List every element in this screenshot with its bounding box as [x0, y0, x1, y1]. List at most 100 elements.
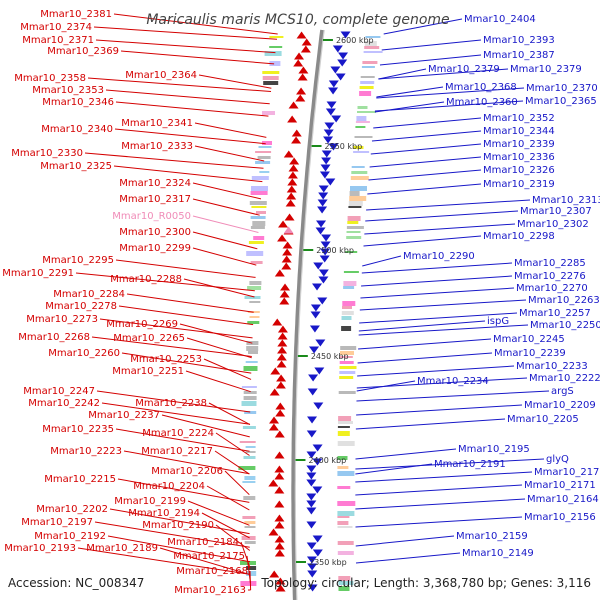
- left-gene-label[interactable]: Mmar10_2163: [174, 585, 246, 596]
- left-gene-label[interactable]: Mmar10_2204: [133, 481, 205, 492]
- right-gene-label[interactable]: Mmar10_2159: [456, 531, 528, 542]
- right-gene-label[interactable]: Mmar10_2307: [520, 206, 592, 217]
- left-gene-label[interactable]: Mmar10_2238: [135, 398, 207, 409]
- right-gene-label[interactable]: Mmar10_2352: [483, 113, 555, 124]
- right-gene-label[interactable]: Mmar10_2339: [483, 139, 555, 150]
- right-gene-label[interactable]: Mmar10_2285: [514, 258, 586, 269]
- left-gene-label[interactable]: Mmar10_2223: [50, 446, 122, 457]
- left-gene-label[interactable]: Mmar10_2299: [119, 243, 191, 254]
- right-gene-label[interactable]: Mmar10_2302: [517, 219, 589, 230]
- left-gene-label[interactable]: Mmar10_2260: [48, 348, 120, 359]
- left-gene-label[interactable]: Mmar10_2358: [14, 73, 86, 84]
- left-gene-label[interactable]: Mmar10_2184: [167, 537, 239, 548]
- left-gene-label[interactable]: Mmar10_2317: [119, 194, 191, 205]
- right-gene-label[interactable]: Mmar10_2263: [528, 295, 600, 306]
- left-gene-label[interactable]: Mmar10_2340: [41, 124, 113, 135]
- left-gene-label[interactable]: Mmar10_2168: [176, 566, 248, 577]
- left-gene-label[interactable]: Mmar10_2175: [173, 551, 245, 562]
- right-gene-label[interactable]: Mmar10_2276: [514, 271, 586, 282]
- right-gene-label[interactable]: Mmar10_2344: [483, 126, 555, 137]
- left-gene-label[interactable]: Mmar10_2278: [45, 301, 117, 312]
- right-gene-label[interactable]: Mmar10_2387: [483, 50, 555, 61]
- right-gene-label[interactable]: Mmar10_2156: [524, 512, 596, 523]
- right-gene-label[interactable]: Mmar10_2171: [524, 480, 596, 491]
- left-gene-label[interactable]: Mmar10_2224: [142, 428, 214, 439]
- right-gene-label[interactable]: Mmar10_2234: [417, 376, 489, 387]
- left-gene-label[interactable]: Mmar10_2269: [106, 319, 178, 330]
- right-gene-label[interactable]: Mmar10_2379: [428, 64, 500, 75]
- right-gene-label[interactable]: Mmar10_2239: [494, 348, 566, 359]
- right-gene-label[interactable]: Mmar10_2195: [458, 444, 530, 455]
- right-gene-label[interactable]: Mmar10_2233: [516, 361, 588, 372]
- right-gene-label[interactable]: Mmar10_2250: [530, 320, 600, 331]
- right-gene-label[interactable]: Mmar10_2177: [534, 467, 600, 478]
- right-gene-label[interactable]: Mmar10_2370: [526, 83, 598, 94]
- left-gene-label[interactable]: Mmar10_2265: [113, 333, 185, 344]
- left-gene-label[interactable]: Mmar10_2215: [44, 474, 116, 485]
- right-gene-label[interactable]: Mmar10_2379: [510, 64, 582, 75]
- left-gene-label[interactable]: Mmar10_2217: [141, 446, 213, 457]
- left-gene-label[interactable]: Mmar10_2193: [4, 543, 76, 554]
- left-gene-label[interactable]: Mmar10_2202: [36, 504, 108, 515]
- left-gene-label[interactable]: Mmar10_2374: [20, 22, 92, 33]
- right-gene-label[interactable]: Mmar10_2270: [516, 283, 588, 294]
- left-gene-label[interactable]: Mmar10_R0050: [112, 211, 191, 222]
- left-gene-label[interactable]: Mmar10_2291: [2, 268, 74, 279]
- right-gene-label[interactable]: Mmar10_2257: [519, 308, 591, 319]
- left-gene-label[interactable]: Mmar10_2197: [21, 517, 93, 528]
- right-gene-label[interactable]: Mmar10_2313: [532, 195, 600, 206]
- left-gene-label[interactable]: Mmar10_2330: [11, 148, 83, 159]
- left-gene-label[interactable]: Mmar10_2284: [53, 289, 125, 300]
- left-gene-label[interactable]: Mmar10_2190: [142, 520, 214, 531]
- left-gene-label[interactable]: Mmar10_2371: [22, 35, 94, 46]
- left-gene-label[interactable]: Mmar10_2253: [130, 354, 202, 365]
- right-gene-label[interactable]: Mmar10_2149: [462, 548, 534, 559]
- right-gene-label[interactable]: Mmar10_2222: [529, 373, 600, 384]
- left-gene-label[interactable]: Mmar10_2369: [47, 46, 119, 57]
- left-gene-label[interactable]: Mmar10_2364: [125, 70, 197, 81]
- left-gene-label[interactable]: Mmar10_2273: [26, 314, 98, 325]
- left-gene-label[interactable]: Mmar10_2192: [34, 531, 106, 542]
- left-gene-label[interactable]: Mmar10_2325: [40, 161, 112, 172]
- cog-tile-right: [347, 221, 359, 224]
- right-gene-label[interactable]: Mmar10_2336: [483, 152, 555, 163]
- left-gene-label[interactable]: Mmar10_2295: [42, 255, 114, 266]
- right-gene-label[interactable]: Mmar10_2393: [483, 35, 555, 46]
- left-gene-label[interactable]: Mmar10_2251: [112, 366, 184, 377]
- right-gene-label[interactable]: Mmar10_2404: [464, 14, 536, 25]
- right-gene-label[interactable]: Mmar10_2245: [493, 334, 565, 345]
- left-gene-label[interactable]: Mmar10_2353: [32, 85, 104, 96]
- cog-tile-left: [248, 241, 264, 244]
- right-gene-label[interactable]: Mmar10_2209: [524, 400, 596, 411]
- left-gene-label[interactable]: Mmar10_2206: [151, 466, 223, 477]
- right-gene-label[interactable]: argS: [551, 386, 574, 397]
- left-gene-label[interactable]: Mmar10_2199: [114, 496, 186, 507]
- left-gene-label[interactable]: Mmar10_2381: [40, 9, 112, 20]
- left-gene-label[interactable]: Mmar10_2288: [110, 274, 182, 285]
- gene-labels[interactable]: Mmar10_2381Mmar10_2374Mmar10_2371Mmar10_…: [2, 9, 600, 596]
- right-gene-label[interactable]: Mmar10_2290: [403, 251, 475, 262]
- left-gene-label[interactable]: Mmar10_2235: [42, 424, 114, 435]
- right-gene-label[interactable]: glyQ: [546, 454, 569, 465]
- right-gene-label[interactable]: Mmar10_2368: [445, 82, 517, 93]
- right-gene-label[interactable]: ispG: [487, 316, 509, 327]
- right-gene-label[interactable]: Mmar10_2191: [434, 459, 506, 470]
- left-gene-label[interactable]: Mmar10_2341: [121, 118, 193, 129]
- left-gene-label[interactable]: Mmar10_2268: [18, 332, 90, 343]
- left-gene-label[interactable]: Mmar10_2237: [88, 410, 160, 421]
- left-gene-label[interactable]: Mmar10_2247: [23, 386, 95, 397]
- right-gene-label[interactable]: Mmar10_2365: [525, 96, 597, 107]
- left-gene-label[interactable]: Mmar10_2189: [86, 543, 158, 554]
- left-gene-label[interactable]: Mmar10_2333: [121, 141, 193, 152]
- left-gene-label[interactable]: Mmar10_2300: [119, 227, 191, 238]
- right-gene-label[interactable]: Mmar10_2164: [527, 494, 599, 505]
- right-gene-label[interactable]: Mmar10_2326: [483, 165, 555, 176]
- right-gene-label[interactable]: Mmar10_2319: [483, 179, 555, 190]
- right-gene-label[interactable]: Mmar10_2360: [446, 97, 518, 108]
- left-gene-label[interactable]: Mmar10_2346: [42, 97, 114, 108]
- right-gene-label[interactable]: Mmar10_2205: [507, 414, 579, 425]
- left-gene-label[interactable]: Mmar10_2242: [28, 398, 100, 409]
- left-gene-label[interactable]: Mmar10_2324: [119, 178, 191, 189]
- left-gene-label[interactable]: Mmar10_2194: [128, 508, 200, 519]
- right-gene-label[interactable]: Mmar10_2298: [483, 231, 555, 242]
